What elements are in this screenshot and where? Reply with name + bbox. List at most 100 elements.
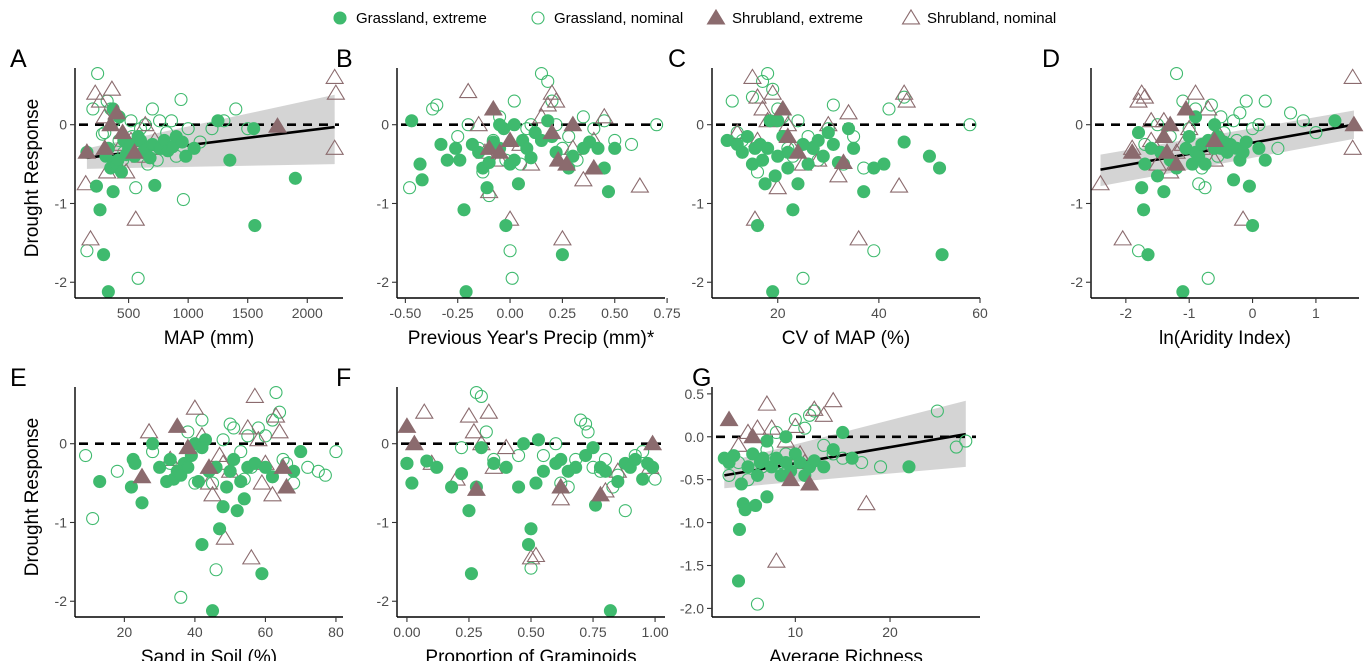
data-point-ge [480,181,494,195]
data-point-sn [748,88,767,104]
data-point-ge [1150,169,1165,183]
data-point-gn [534,66,549,81]
y-tick-label: -2 [1071,274,1084,290]
data-point-se [542,123,562,140]
data-point-ge [628,452,642,467]
data-point-sn [828,166,848,183]
data-point-ge [731,574,746,588]
data-point-se [167,417,187,433]
data-point-gn [874,460,888,474]
data-point-sn [203,485,223,502]
data-point-sn [757,395,777,411]
data-point-gn [826,98,840,112]
data-point-ge [163,452,177,467]
panel-f: F -2 -1 0 0.00 0.25 0.50 0.75 1.00 Proportion of … [336,364,669,661]
data-point-ge [821,126,835,140]
data-point-sn [490,151,510,167]
data-point-ge [554,452,568,467]
data-point-sn [1132,84,1152,100]
data-point-gn [725,94,739,108]
data-point-gn [1150,118,1165,132]
panel-letter: F [336,364,351,392]
data-point-ge [1141,248,1155,262]
data-point-gn [512,448,526,463]
data-point-sn [102,80,122,96]
data-point-se [273,458,293,474]
data-point-gn [80,244,94,258]
data-point-ge [741,460,755,474]
data-point-ge [877,157,891,171]
data-point-sn [135,115,155,132]
data-point-sn [889,177,909,193]
data-point-ge [1246,218,1260,233]
data-point-se [781,470,801,487]
data-point-ge [922,149,936,163]
data-point-ge [93,203,107,217]
data-point-ge [1198,157,1212,171]
data-point-ge [1138,157,1152,171]
data-point-ge [227,452,241,467]
data-point-sn [763,84,783,100]
data-point-gn [897,90,911,104]
data-point-ge [148,178,162,192]
x-axis-label: CV of MAP (%) [782,328,910,349]
data-point-ge [405,114,419,128]
data-point-ge [521,537,536,552]
data-point-sn [210,446,230,463]
data-point-gn [124,114,138,128]
data-point-gn [1204,98,1218,112]
data-point-se [1160,115,1180,132]
x-tick-label: 0.00 [496,305,523,321]
data-point-ge [935,248,949,262]
y-tick-label: -1 [377,195,390,211]
data-point-se [800,474,820,491]
legend-label-ge: Grassland, extreme [356,10,487,27]
data-point-ge [766,285,780,299]
x-axis-label: Average Richness [769,647,923,661]
data-point-ge [555,248,569,262]
data-point-gn [541,74,555,88]
data-point-ge [153,460,167,474]
panel-a: A -2 -1 0 500 1000 1500 2000 MAP (mm) [10,45,346,349]
data-point-gn [258,429,272,443]
data-point-sn [185,399,205,415]
data-point-ge [187,141,201,155]
data-point-ge [487,456,501,470]
data-point-se [1122,143,1142,159]
data-point-gn [174,92,188,107]
data-point-ge [405,476,419,490]
data-point-se [743,427,763,444]
data-point-gn [756,74,770,88]
legend-key-gn [531,11,545,25]
data-point-sn [521,154,541,171]
y-tick-label: 0.5 [685,386,705,402]
data-point-sn [262,485,282,502]
data-point-sn [747,419,767,435]
data-point-gn [549,437,563,451]
data-point-gn [272,405,287,419]
data-point-gn [750,597,765,611]
data-point-ge [524,151,538,165]
data-point-gn [930,404,944,418]
data-point-gn [227,421,241,435]
data-point-ge [294,445,308,459]
data-point-gn [650,118,664,132]
data-point-se [1154,127,1174,144]
data-point-ge [430,460,444,474]
data-point-se [132,467,152,484]
x-axis-label: Sand in Soil (%) [141,647,277,661]
data-point-gn [153,114,167,128]
data-point-se [1157,143,1177,159]
data-point-ge [781,161,795,175]
data-point-gn [867,244,881,258]
data-point-ge [841,122,856,136]
data-point-ge [586,441,600,455]
data-point-se [1167,154,1187,171]
data-point-gn [1284,106,1298,120]
data-point-se [1176,99,1196,116]
data-point-ge [135,496,149,510]
data-point-gn [798,421,812,435]
data-point-ge [124,480,138,494]
data-point-ge [420,454,434,468]
data-point-gn [796,271,810,285]
